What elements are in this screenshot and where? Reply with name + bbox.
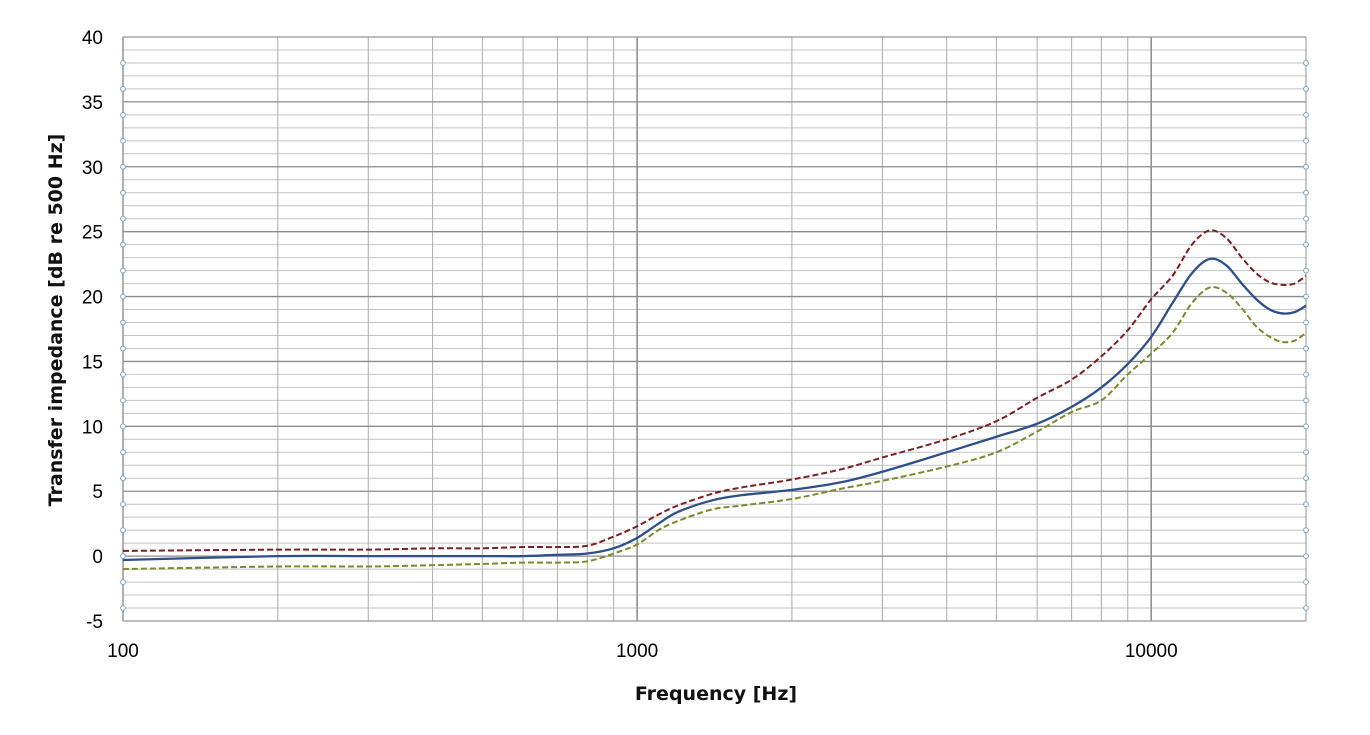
right-axis-marker (1303, 111, 1309, 118)
right-axis-marker (1303, 605, 1309, 611)
series-line-2 (122, 257, 1307, 562)
y-tick-label: 40 (82, 28, 103, 49)
right-axis-marker (1303, 371, 1309, 378)
left-axis-marker (120, 371, 126, 378)
x-tick-label: 1000 (616, 641, 658, 662)
left-axis-marker (120, 163, 126, 170)
minor-gridlines (123, 37, 1307, 621)
series-line-1 (122, 229, 1307, 552)
right-axis-marker (1303, 579, 1309, 585)
right-axis-marker (1303, 345, 1309, 352)
x-tick-labels: 100 1000 10000 (107, 641, 1178, 662)
left-axis-marker (120, 449, 126, 456)
y-tick-label: 25 (82, 223, 103, 244)
right-axis-marker (1303, 137, 1309, 144)
left-axis-marker (120, 319, 126, 326)
left-axis-marker (120, 86, 126, 92)
y-tick-label: 10 (82, 417, 103, 438)
left-axis-marker (120, 345, 126, 352)
x-axis-title: Frequency [Hz] (635, 683, 797, 705)
left-axis-marker (120, 605, 126, 611)
y-tick-label: -5 (86, 612, 103, 633)
y-tick-label: 0 (92, 547, 103, 568)
left-axis-marker (120, 60, 126, 66)
left-axis-marker (120, 397, 126, 404)
right-axis-marker (1303, 215, 1309, 222)
major-gridlines (122, 36, 1306, 622)
y-tick-labels: -5 0 5 10 15 20 25 30 35 40 (82, 28, 103, 633)
right-axis-marker (1303, 189, 1309, 196)
y-tick-label: 30 (82, 158, 103, 179)
right-axis-marker (1303, 397, 1309, 404)
left-axis-marker (120, 215, 126, 222)
right-axis-marker (1303, 423, 1309, 430)
left-axis-marker (120, 267, 126, 274)
y-axis-title: Transfer impedance [dB re 500 Hz] (45, 134, 67, 507)
right-axis-marker (1303, 86, 1309, 92)
right-axis-marker (1303, 319, 1309, 326)
left-axis-marker (120, 293, 126, 300)
y-tick-label: 15 (82, 352, 103, 373)
right-axis-marker (1303, 475, 1309, 482)
left-axis-marker (120, 501, 126, 508)
x-tick-label: 100 (107, 641, 139, 662)
right-axis-marker (1303, 449, 1309, 456)
y-tick-label: 20 (82, 288, 103, 309)
right-axis-marker (1303, 293, 1309, 300)
right-axis-marker (1303, 527, 1309, 534)
left-axis-marker (120, 423, 126, 430)
left-axis-marker (120, 475, 126, 482)
left-axis-marker (120, 241, 126, 248)
right-axis-marker (1303, 163, 1309, 170)
left-axis-markers (120, 60, 126, 611)
right-axis-marker (1303, 501, 1309, 508)
right-axis-markers (1303, 60, 1309, 611)
right-axis-marker (1303, 241, 1309, 248)
y-tick-label: 35 (82, 93, 103, 114)
left-axis-marker (120, 579, 126, 585)
series-layer (122, 229, 1307, 571)
plot-area-border (122, 36, 1307, 622)
left-axis-marker (120, 189, 126, 196)
right-axis-marker (1303, 267, 1309, 274)
left-axis-marker (120, 111, 126, 118)
right-axis-marker (1303, 60, 1309, 66)
left-axis-marker (120, 527, 126, 534)
left-axis-marker (120, 137, 126, 144)
x-tick-label: 10000 (1125, 641, 1178, 662)
right-axis-marker (1303, 553, 1309, 560)
y-tick-label: 5 (92, 482, 103, 503)
left-axis-marker (120, 553, 126, 560)
series-line-3 (122, 286, 1307, 571)
